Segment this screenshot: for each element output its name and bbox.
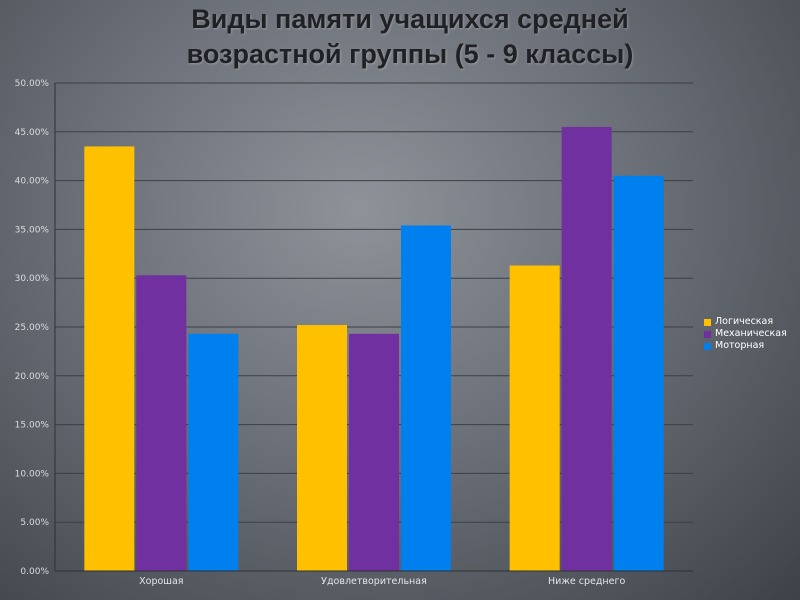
legend: Логическая Механическая Моторная (704, 316, 787, 352)
y-tick-label: 15.00% (15, 421, 50, 431)
bar (297, 325, 347, 571)
legend-item: Моторная (704, 340, 787, 352)
y-tick-label: 30.00% (15, 274, 50, 284)
bar (349, 333, 399, 571)
legend-swatch (704, 318, 711, 326)
y-tick-label: 40.00% (15, 177, 50, 187)
x-tick-label: Ниже среднего (548, 576, 625, 587)
bar (188, 333, 239, 571)
y-tick-label: 50.00% (15, 79, 50, 89)
legend-label: Логическая (715, 316, 774, 327)
y-tick-label: 0.00% (20, 567, 49, 577)
legend-label: Механическая (715, 328, 787, 339)
bar (401, 225, 451, 571)
y-tick-label: 5.00% (20, 518, 49, 528)
bar (136, 275, 187, 571)
y-tick-label: 25.00% (15, 323, 50, 333)
legend-swatch (704, 342, 711, 350)
legend-label: Моторная (715, 340, 765, 351)
bar (84, 146, 135, 571)
y-axis-tick-labels: 0.00% 5.00% 10.00% 15.00% 20.00% 25.00% 30.00%… (15, 79, 50, 577)
legend-item: Логическая (704, 316, 787, 328)
y-tick-label: 20.00% (15, 372, 50, 382)
chart-title-line-2: возрастной группы (5 - 9 классы) (186, 39, 634, 69)
x-tick-label: Хорошая (139, 576, 183, 587)
chart-title: Виды памяти учащихся средней возрастной … (90, 2, 730, 72)
bar (509, 265, 560, 571)
legend-swatch (704, 330, 711, 338)
x-axis-tick-labels: Хорошая Удовлетворительная Ниже среднего (139, 576, 625, 587)
chart-title-line-1: Виды памяти учащихся средней (191, 4, 629, 34)
bar (613, 175, 664, 571)
legend-item: Механическая (704, 328, 787, 340)
bars (84, 126, 664, 572)
y-tick-label: 35.00% (15, 225, 50, 235)
x-tick-label: Удовлетворительная (321, 576, 427, 587)
y-tick-label: 45.00% (15, 128, 50, 138)
y-tick-label: 10.00% (15, 469, 50, 479)
bar (561, 126, 612, 572)
